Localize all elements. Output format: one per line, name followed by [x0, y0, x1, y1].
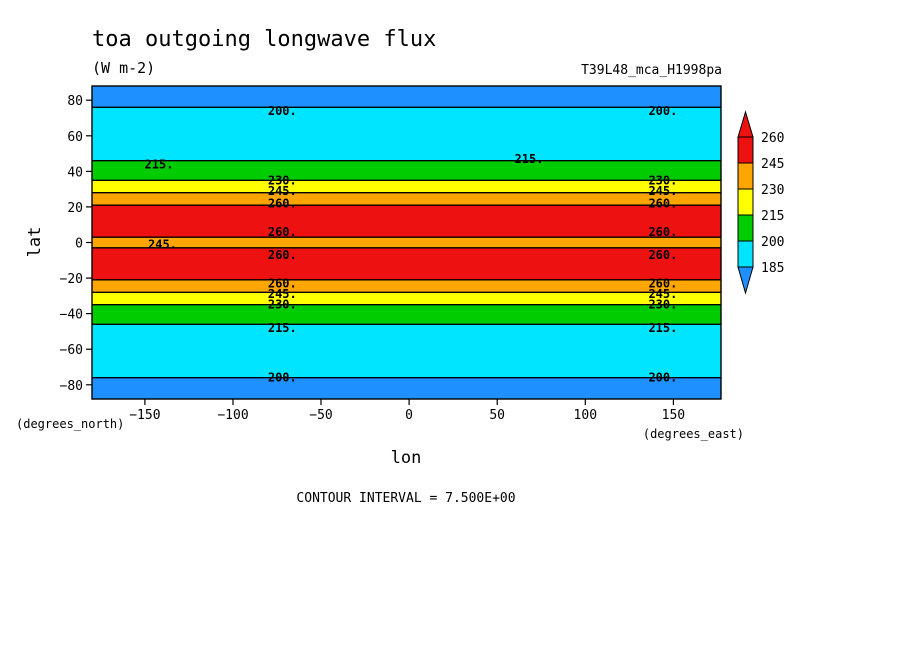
colorbar-swatch — [737, 136, 754, 164]
x-axis: −150 −100 −50 0 50 100 150 — [129, 399, 685, 423]
lat-band-200-215 — [92, 324, 721, 378]
contour-label: 260. — [268, 276, 297, 290]
x-axis-unit: (degrees_east) — [643, 427, 744, 441]
colorbar-swatch — [737, 188, 754, 216]
contour-label: 245. — [648, 287, 677, 301]
contour-interval-note: CONTOUR INTERVAL = 7.500E+00 — [296, 491, 515, 506]
contour-label: 260. — [268, 225, 297, 239]
contour-label: 200. — [268, 371, 297, 385]
lat-band-215-230 — [92, 160, 721, 181]
y-tick-label: 60 — [67, 130, 83, 145]
x-tick-label: −150 — [129, 408, 160, 423]
colorbar-swatch — [737, 162, 754, 190]
y-axis-label: lat — [25, 227, 45, 258]
contour-label: 260. — [648, 248, 677, 262]
colorbar-bottom-arrow — [737, 266, 754, 295]
lat-band-230-245 — [92, 180, 721, 193]
x-axis-label: lon — [391, 448, 422, 468]
colorbar-label: 185 — [761, 261, 784, 276]
colorbar-label: 215 — [761, 209, 784, 224]
contour-label: 230. — [648, 298, 677, 312]
contour-label: 245. — [148, 237, 177, 251]
lat-band-185-200 — [92, 86, 721, 108]
colorbar-top-arrow — [737, 110, 754, 138]
lat-band-245-260 — [92, 237, 721, 248]
y-axis-unit: (degrees_north) — [16, 417, 124, 431]
lat-band-230-245 — [92, 292, 721, 305]
contour-label: 245. — [268, 184, 297, 198]
contour-label: 230. — [268, 173, 297, 187]
chart-subtitle: (W m-2) — [92, 59, 155, 77]
contour-label: 230. — [648, 173, 677, 187]
y-tick-label: −20 — [60, 272, 83, 287]
contour-label: 200. — [648, 371, 677, 385]
contour-label: 215. — [145, 157, 174, 171]
colorbar: 185 200 215 230 245 260 — [737, 110, 784, 295]
colorbar-label: 245 — [761, 157, 784, 172]
chart-title: toa outgoing longwave flux — [92, 27, 436, 52]
lat-band-245-260 — [92, 192, 721, 206]
contour-label: 200. — [268, 104, 297, 118]
lat-band-245-260 — [92, 279, 721, 293]
colorbar-label: 230 — [761, 183, 784, 198]
y-tick-label: −80 — [60, 379, 83, 394]
y-tick-label: 20 — [67, 201, 83, 216]
y-tick-label: 40 — [67, 165, 83, 180]
contour-label: 260. — [648, 276, 677, 290]
colorbar-swatch — [737, 214, 754, 242]
lat-band-200-215 — [92, 107, 721, 161]
contour-label: 260. — [648, 196, 677, 210]
contour-label: 215. — [268, 321, 297, 335]
contour-label: 260. — [268, 196, 297, 210]
plot-area: 200. 200.215. 215.230.245.260.230.245.260.… — [91, 85, 722, 400]
x-tick-label: 150 — [662, 408, 685, 423]
run-label: T39L48_mca_H1998pa — [581, 63, 722, 78]
contour-label: 215. — [648, 321, 677, 335]
contour-label: 245. — [268, 287, 297, 301]
x-tick-label: 100 — [574, 408, 597, 423]
lat-band->260 — [92, 205, 721, 238]
lat-band->260 — [92, 247, 721, 280]
lat-band-185-200 — [92, 377, 721, 399]
x-tick-label: 0 — [405, 408, 413, 423]
y-tick-label: −60 — [60, 343, 83, 358]
x-tick-label: −100 — [217, 408, 248, 423]
x-tick-label: 50 — [489, 408, 505, 423]
contour-label: 230. — [268, 298, 297, 312]
y-axis: 80 60 40 20 0 −20 −40 −60 −80 — [60, 94, 92, 394]
lat-band-215-230 — [92, 304, 721, 325]
contour-label: 200. — [648, 104, 677, 118]
colorbar-label: 260 — [761, 131, 784, 146]
contour-label: 245. — [648, 184, 677, 198]
contour-label: 215. — [515, 152, 544, 166]
colorbar-swatch — [737, 240, 754, 268]
contour-label: 260. — [268, 248, 297, 262]
colorbar-label: 200 — [761, 235, 784, 250]
contour-label: 260. — [648, 225, 677, 239]
y-tick-label: 0 — [75, 237, 83, 252]
y-tick-label: −40 — [60, 308, 83, 323]
x-tick-label: −50 — [309, 408, 332, 423]
y-tick-label: 80 — [67, 94, 83, 109]
